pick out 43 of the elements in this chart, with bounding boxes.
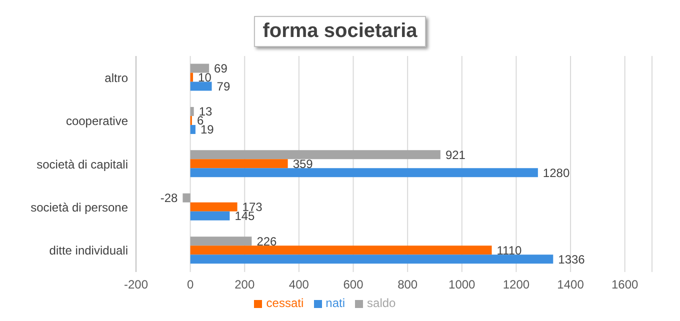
x-tick-label: 200 bbox=[234, 278, 255, 292]
bar bbox=[190, 254, 554, 264]
data-label: 921 bbox=[445, 148, 466, 162]
y-tick-label: società di capitali bbox=[36, 157, 128, 172]
data-label: 1336 bbox=[558, 252, 586, 266]
bar bbox=[190, 159, 288, 168]
x-tick-label: 1200 bbox=[502, 278, 530, 292]
x-tick-label: -200 bbox=[124, 278, 148, 292]
bar bbox=[190, 150, 440, 160]
bar bbox=[190, 246, 492, 255]
legend-label: saldo bbox=[367, 296, 396, 310]
y-tick-label: ditte individuali bbox=[49, 244, 128, 258]
y-tick-label: società di persone bbox=[30, 200, 128, 214]
bar bbox=[190, 202, 238, 212]
data-label: 226 bbox=[256, 234, 278, 248]
x-tick-label: 600 bbox=[343, 278, 364, 292]
x-tick-label: 1400 bbox=[557, 278, 584, 292]
data-label: 359 bbox=[292, 156, 314, 171]
bar bbox=[190, 72, 194, 82]
bar bbox=[190, 64, 210, 73]
x-tick-label: 800 bbox=[398, 278, 418, 292]
x-tick-label: 400 bbox=[288, 278, 310, 292]
bar bbox=[190, 211, 230, 220]
chart-title: forma societaria bbox=[254, 16, 426, 47]
bar bbox=[190, 236, 252, 246]
legend-label: cessati bbox=[266, 296, 304, 310]
y-tick-label: altro bbox=[104, 70, 128, 85]
legend-label: nati bbox=[326, 296, 346, 310]
data-label: 79 bbox=[216, 80, 230, 94]
bar bbox=[182, 193, 190, 202]
x-tick-label: 0 bbox=[186, 278, 194, 292]
data-label: -28 bbox=[160, 191, 178, 206]
y-tick-label: cooperative bbox=[66, 114, 128, 128]
bar bbox=[190, 106, 194, 116]
bar bbox=[190, 168, 538, 178]
x-tick-label: 1600 bbox=[611, 278, 639, 292]
bar bbox=[190, 82, 212, 91]
bar bbox=[190, 124, 196, 134]
data-label: 1110 bbox=[496, 243, 522, 258]
data-label: 69 bbox=[214, 62, 228, 76]
data-label: 10 bbox=[198, 70, 212, 85]
x-tick-label: 1000 bbox=[448, 278, 476, 292]
data-label: 1280 bbox=[542, 166, 570, 180]
